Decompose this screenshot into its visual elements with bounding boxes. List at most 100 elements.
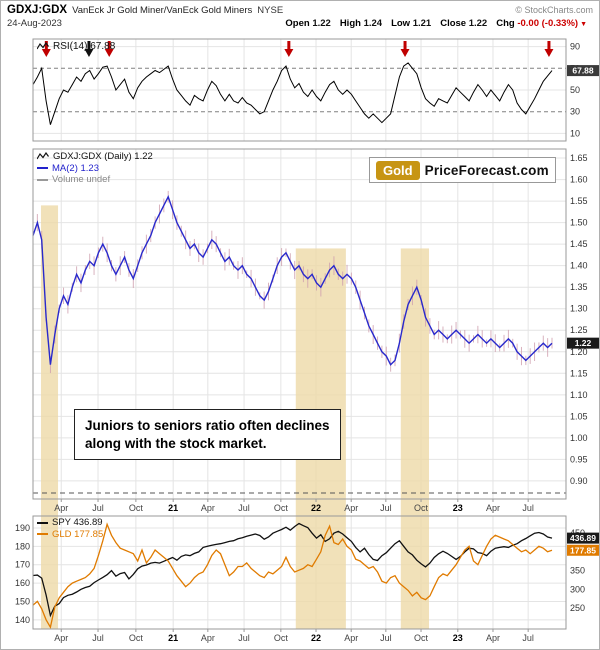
main-legend: GDXJ:GDX (Daily) 1.22 MA(2) 1.23 Volume …: [37, 151, 153, 186]
down-arrow-icon: [104, 49, 114, 57]
svg-text:Jul: Jul: [92, 633, 104, 643]
svg-text:1.22: 1.22: [575, 338, 592, 348]
svg-text:Jul: Jul: [238, 633, 250, 643]
svg-text:0.95: 0.95: [570, 454, 588, 464]
quote-close-label: Close: [440, 18, 467, 29]
down-arrow-icon: [547, 41, 551, 49]
brand-logo-text: PriceForecast.com: [424, 162, 549, 178]
header-title-row: GDXJ:GDX VanEck Jr Gold Miner/VanEck Gol…: [7, 4, 593, 16]
quote-open: Open 1.22: [285, 18, 330, 29]
down-arrow-icon: [403, 41, 407, 49]
svg-text:170: 170: [15, 560, 30, 570]
down-arrow-icon: [87, 41, 91, 49]
ma-legend: MA(2) 1.23: [37, 163, 153, 175]
svg-text:1.00: 1.00: [570, 433, 588, 443]
quote-high: High 1.24: [340, 18, 382, 29]
ma-line-swatch-icon: [37, 167, 48, 170]
copyright: © StockCharts.com: [515, 5, 593, 15]
svg-text:Apr: Apr: [54, 633, 68, 643]
ratio-ma-line: [32, 195, 553, 366]
svg-text:Oct: Oct: [414, 633, 429, 643]
down-arrow-icon: [284, 49, 294, 57]
svg-text:Jul: Jul: [380, 503, 392, 513]
spy-line-swatch-icon: [37, 521, 48, 524]
svg-text:90: 90: [570, 42, 580, 52]
svg-text:22: 22: [311, 503, 321, 513]
annotation-line-2: along with the stock market.: [85, 435, 267, 451]
svg-text:350: 350: [570, 566, 585, 576]
last-value-box: [567, 65, 599, 77]
svg-text:1.40: 1.40: [570, 261, 588, 271]
chart-canvas: 90705030101.651.601.551.501.451.401.351.…: [15, 38, 599, 643]
down-arrow-icon: [41, 49, 51, 57]
last-value-box: [567, 337, 599, 349]
svg-text:Apr: Apr: [486, 633, 500, 643]
svg-text:Jul: Jul: [522, 503, 534, 513]
header-quote-row: 24-Aug-2023 Open 1.22 High 1.24 Low 1.21…: [7, 18, 593, 29]
svg-text:436.89: 436.89: [570, 533, 596, 543]
svg-text:Apr: Apr: [201, 503, 215, 513]
chart-header: GDXJ:GDX VanEck Jr Gold Miner/VanEck Gol…: [1, 1, 599, 35]
svg-text:21: 21: [168, 503, 178, 513]
svg-text:Jul: Jul: [522, 633, 534, 643]
svg-text:22: 22: [311, 633, 321, 643]
change-down-icon: ▼: [580, 21, 587, 28]
svg-text:1.10: 1.10: [570, 390, 588, 400]
gld-legend: GLD 177.85: [37, 529, 103, 541]
volume-legend-label: Volume undef: [52, 174, 111, 185]
svg-text:30: 30: [570, 107, 580, 117]
down-arrow-icon: [287, 41, 291, 49]
quote-open-label: Open: [285, 18, 310, 29]
svg-text:Oct: Oct: [274, 503, 289, 513]
svg-text:23: 23: [453, 633, 463, 643]
quote-change: Chg -0.00 (-0.33%) ▼: [496, 18, 587, 29]
quote-close: Close 1.22: [440, 18, 487, 29]
svg-text:Jul: Jul: [92, 503, 104, 513]
svg-text:190: 190: [15, 523, 30, 533]
svg-text:10: 10: [570, 128, 580, 138]
last-value-box: [567, 544, 599, 556]
lower-panel-legend: SPY 436.89 GLD 177.85: [37, 517, 103, 540]
annotation-box: Juniors to seniors ratio often declines …: [74, 409, 341, 461]
svg-text:1.45: 1.45: [570, 239, 588, 249]
gld-line-swatch-icon: [37, 533, 48, 536]
svg-text:50: 50: [570, 85, 580, 95]
quote-open-value: 1.22: [312, 18, 331, 29]
down-arrow-icon: [44, 41, 48, 49]
svg-text:300: 300: [570, 584, 585, 594]
svg-text:23: 23: [453, 503, 463, 513]
gld-line: [32, 522, 553, 629]
brand-logo-gold-badge: Gold: [376, 160, 420, 180]
ohlc-quote: Open 1.22 High 1.24 Low 1.21 Close 1.22 …: [285, 18, 593, 29]
svg-text:1.15: 1.15: [570, 368, 588, 378]
svg-text:21: 21: [168, 633, 178, 643]
svg-text:67.88: 67.88: [572, 66, 594, 76]
quote-low-value: 1.21: [412, 18, 432, 29]
svg-text:Oct: Oct: [274, 633, 289, 643]
down-arrow-icon: [84, 49, 94, 57]
highlight-band: [400, 248, 430, 630]
svg-text:Apr: Apr: [486, 503, 500, 513]
main-symbol-legend: GDXJ:GDX (Daily) 1.22: [37, 151, 153, 163]
rsi-line: [32, 62, 553, 125]
quote-date: 24-Aug-2023: [7, 18, 62, 29]
svg-text:1.35: 1.35: [570, 282, 588, 292]
series-zigzag-icon: [37, 152, 49, 160]
ticker-symbol: GDXJ:GDX: [7, 4, 68, 16]
svg-text:Oct: Oct: [129, 503, 144, 513]
svg-text:Jul: Jul: [238, 503, 250, 513]
brand-logo: Gold PriceForecast.com: [369, 157, 556, 183]
quote-change-label: Chg: [496, 18, 515, 29]
volume-legend: Volume undef: [37, 174, 153, 186]
svg-text:1.25: 1.25: [570, 325, 588, 335]
svg-text:1.50: 1.50: [570, 218, 588, 228]
svg-text:1.05: 1.05: [570, 411, 588, 421]
svg-text:Oct: Oct: [414, 503, 429, 513]
svg-text:140: 140: [15, 615, 30, 625]
svg-text:Apr: Apr: [344, 633, 358, 643]
svg-text:Oct: Oct: [129, 633, 144, 643]
svg-text:177.85: 177.85: [570, 545, 596, 555]
svg-text:1.55: 1.55: [570, 196, 588, 206]
annotation-line-1: Juniors to seniors ratio often declines: [85, 418, 330, 433]
